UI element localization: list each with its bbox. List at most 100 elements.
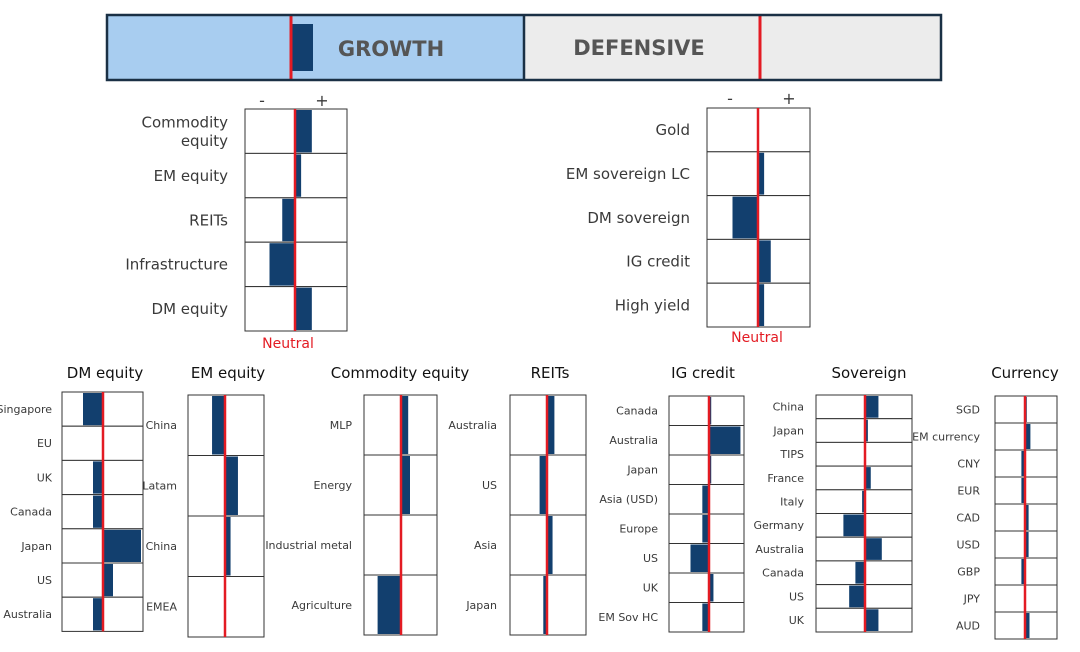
defensive-label: DEFENSIVE [573,36,705,60]
category-label-industrial-metal: Industrial metal [265,539,352,552]
category-label-germany: Germany [753,519,804,532]
category-label-usd: USD [956,538,980,551]
category-label-cny: CNY [957,457,980,470]
category-label-dm-sovereign: DM sovereign [587,209,690,227]
bar-canada [855,561,865,584]
bar-em-currency [1025,424,1031,449]
bar-ig-credit [758,240,771,283]
bar-us [849,585,865,608]
growth-defensive-banner: GROWTH DEFENSIVE [105,13,943,82]
category-label-china: China [146,419,177,432]
category-label-australia: Australia [755,543,804,556]
scale-minus-label: - [259,91,265,110]
category-label-energy: Energy [313,479,352,492]
bar-energy [401,456,410,514]
category-label-us: US [789,590,804,603]
category-label-ig-credit: IG credit [626,253,690,271]
bar-em-sovereign-lc [758,152,765,195]
growth-tilt-bar [291,24,313,71]
bar-us [690,544,709,572]
bar-australia [93,598,103,631]
banner-frame [105,13,943,82]
dm-equity-title: DM equity [67,364,144,382]
bar-dm-sovereign [732,196,758,239]
category-label-japan: Japan [772,424,804,437]
category-label-infrastructure: Infrastructure [125,256,228,274]
bar-commodity-equity [295,110,312,153]
category-label-japan: Japan [465,599,497,612]
category-label-canada: Canada [616,405,658,418]
bar-china [865,396,879,418]
bar-eur [1021,478,1025,503]
growth-label: GROWTH [338,37,444,61]
category-label-dm-equity: DM equity [152,300,229,318]
defensive-panel [524,15,941,80]
category-label-us: US [482,479,497,492]
sovereign-title: Sovereign [831,364,906,382]
category-label-em-currency: EM currency [912,430,980,443]
bar-france [865,467,871,489]
commodity-equity-chart: MLP Energy Industrial metal Agriculture [265,394,438,636]
category-label-sgd: SGD [956,403,980,416]
category-label-japan: Japan [626,464,658,477]
bar-japan [103,529,141,562]
ig-credit-title: IG credit [671,364,735,382]
category-label-china: China [773,401,804,414]
ig-credit-chart: Canada Australia Japan Asia (USD) Europe US UK… [598,395,745,633]
category-label-commodity-equity: Commodity equity [142,113,229,150]
category-label-singapore: Singapore [0,403,52,416]
category-label-high-yield: High yield [615,296,690,314]
dm-equity-chart: Singapore EU UK Canada Japan US Australia [0,391,144,632]
cell-canada [668,395,745,426]
bar-us [103,564,113,597]
category-label-gold: Gold [656,121,691,139]
currency-title: Currency [991,364,1059,382]
category-label-asia-usd: Asia (USD) [599,493,658,506]
bar-uk [93,461,103,494]
bar-japan [865,419,868,442]
bar-china [225,517,231,576]
category-label-reits: REITs [189,211,228,229]
category-label-canada: Canada [762,567,804,580]
bar-europe [702,515,709,543]
bar-singapore [83,393,103,426]
growth-assets-panel: - + Commodity equity EM equity REITs Infrast… [125,91,348,352]
bar-dm-equity [295,287,312,330]
neutral-label: Neutral [262,336,314,352]
defensive-assets-panel: - + Gold EM sovereign LC DM sovereign IG cr… [566,89,811,346]
cell-japan [668,454,745,485]
bar-usd [1025,532,1029,557]
bar-italy [862,490,865,513]
em-equity-title: EM equity [191,364,265,382]
category-label-uk: UK [37,471,53,484]
category-label-emea: EMEA [146,601,177,614]
category-label-canada: Canada [10,506,52,519]
bar-mlp [401,396,409,454]
growth-panel [107,15,524,80]
category-label-japan: Japan [20,540,52,553]
reits-title: REITs [531,364,570,382]
category-label-agriculture: Agriculture [292,599,353,612]
bar-uk [865,609,879,631]
category-label-eu: EU [37,437,52,450]
category-label-tips: TIPS [779,448,804,461]
em-equity-chart: China Latam China EMEA [142,394,265,638]
category-label-france: France [767,472,804,485]
sovereign-chart: China Japan TIPS France Italy Germany Australi… [753,394,913,633]
bar-agriculture [377,576,401,634]
bar-infrastructure [269,243,295,286]
bar-us [539,456,547,514]
category-label-us: US [37,574,52,587]
category-label-em-equity: EM equity [154,167,228,185]
category-label-uk: UK [643,582,659,595]
bar-australia [865,538,882,560]
currency-chart: SGD EM currency CNY EUR CAD USD GBP JPY AUD [912,395,1058,640]
growth-assets-chart: Commodity equity EM equity REITs Infrastruct… [125,108,348,332]
category-label-eur: EUR [957,484,980,497]
bar-aud [1025,613,1030,638]
category-label-cad: CAD [956,511,980,524]
category-label-asia: Asia [474,539,497,552]
bar-reits [282,198,295,242]
category-label-australia: Australia [3,608,52,621]
bar-canada [93,495,103,528]
